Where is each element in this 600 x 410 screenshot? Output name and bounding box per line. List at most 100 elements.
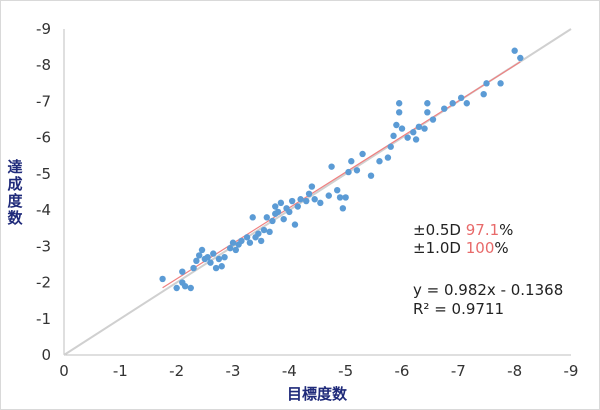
data-point <box>226 244 234 252</box>
y-tick-label: -7 <box>36 92 51 110</box>
data-point <box>204 254 211 261</box>
data-point <box>511 47 518 54</box>
y-tick-label: -5 <box>36 165 51 183</box>
x-tick-label: -6 <box>395 362 410 380</box>
accuracy-0-5d-prefix: ±0.5D <box>413 221 466 239</box>
data-point <box>463 100 470 107</box>
data-point <box>215 255 223 263</box>
data-point <box>317 199 324 207</box>
data-point <box>280 215 287 223</box>
data-points <box>159 47 524 292</box>
data-point <box>229 239 237 246</box>
accuracy-1-0d-suffix: % <box>494 239 508 257</box>
data-point <box>336 194 344 201</box>
data-point <box>257 237 265 245</box>
data-point <box>342 194 349 201</box>
data-point <box>517 54 524 62</box>
x-tick-label: -9 <box>564 362 579 380</box>
data-point <box>311 196 318 203</box>
x-tick-label: -2 <box>169 362 184 380</box>
x-tick-label: -1 <box>113 362 128 380</box>
y-tick-label: -8 <box>36 56 51 74</box>
data-point <box>210 250 217 257</box>
data-point <box>243 234 251 241</box>
y-tick-label: -1 <box>36 310 51 328</box>
data-point <box>297 196 304 203</box>
y-tick-label: 0 <box>41 346 51 364</box>
data-point <box>246 239 254 246</box>
data-point <box>359 150 366 158</box>
x-tick-label: -5 <box>338 362 353 380</box>
accuracy-0-5d-suffix: % <box>499 221 513 239</box>
data-point <box>266 228 273 236</box>
x-tick-label: -3 <box>226 362 241 380</box>
y-axis-label-char: 度 <box>7 192 23 210</box>
x-tick-labels: 0 -1 -2 -3 -4 -5 -6 -7 -8 -9 <box>59 362 578 380</box>
x-tick-label: -8 <box>507 362 522 380</box>
accuracy-0-5d-value: 97.1 <box>466 221 499 239</box>
y-tick-label: -6 <box>36 129 51 147</box>
data-point <box>308 183 316 190</box>
data-point <box>263 214 270 221</box>
data-point <box>480 91 487 98</box>
regression-equation: y = 0.982x - 0.1368 <box>413 281 563 299</box>
data-point <box>303 197 310 205</box>
data-point <box>190 264 197 272</box>
data-point <box>198 246 206 254</box>
accuracy-1-0d-value: 100 <box>466 239 495 257</box>
data-point <box>212 264 220 272</box>
data-point <box>232 246 240 254</box>
data-point <box>395 100 403 107</box>
data-point <box>429 116 437 123</box>
data-point <box>412 136 420 143</box>
data-point <box>325 192 332 199</box>
accuracy-1-0d: ±1.0D 100% <box>413 239 509 257</box>
data-point <box>179 268 186 275</box>
y-tick-labels: 0 -1 -2 -3 -4 -5 -6 -7 -8 -9 <box>36 20 51 364</box>
data-point <box>348 158 355 165</box>
data-point <box>291 221 299 228</box>
data-point <box>238 237 245 245</box>
data-point <box>424 100 431 107</box>
accuracy-1-0d-prefix: ±1.0D <box>413 239 466 257</box>
data-point <box>274 208 282 216</box>
y-axis-label-char: 数 <box>7 209 23 227</box>
data-point <box>404 134 411 141</box>
data-point <box>367 172 375 179</box>
data-point <box>449 100 456 107</box>
axes <box>63 29 571 356</box>
y-tick-label: -9 <box>36 20 51 38</box>
data-point <box>415 123 423 130</box>
data-point <box>260 226 268 234</box>
data-point <box>221 254 228 261</box>
data-point <box>353 167 361 174</box>
data-point <box>269 217 276 225</box>
data-point <box>339 205 347 212</box>
data-point <box>207 259 214 266</box>
data-point <box>288 197 296 205</box>
accuracy-0-5d: ±0.5D 97.1% <box>413 221 513 239</box>
data-point <box>181 282 189 290</box>
data-point <box>441 105 448 112</box>
data-point <box>497 80 504 87</box>
data-point <box>334 186 341 194</box>
data-point <box>286 208 293 216</box>
data-point <box>305 190 313 198</box>
data-point <box>277 199 285 207</box>
data-point <box>249 214 256 221</box>
r-squared: R² = 0.9711 <box>413 300 504 318</box>
data-point <box>384 154 392 161</box>
data-point <box>424 109 431 116</box>
data-point <box>398 125 406 132</box>
y-axis-label-char: 達 <box>7 158 22 176</box>
data-point <box>376 158 383 165</box>
x-tick-label: 0 <box>59 362 69 380</box>
data-point <box>328 163 335 170</box>
data-point <box>196 252 203 259</box>
data-point <box>410 129 417 136</box>
data-point <box>218 263 225 270</box>
x-axis-label: 目標度数 <box>287 385 348 403</box>
data-point <box>173 284 180 292</box>
